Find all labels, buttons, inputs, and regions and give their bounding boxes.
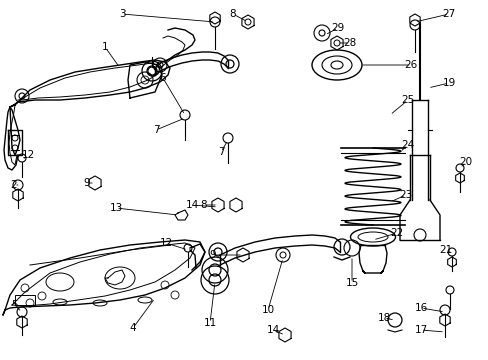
Text: 26: 26 xyxy=(404,60,417,70)
Text: 6: 6 xyxy=(160,73,166,83)
Text: 13: 13 xyxy=(109,203,122,213)
Text: 10: 10 xyxy=(261,305,274,315)
Text: 16: 16 xyxy=(413,303,427,313)
Text: 25: 25 xyxy=(401,95,414,105)
Text: 7: 7 xyxy=(217,147,224,157)
Text: 8: 8 xyxy=(200,200,207,210)
Text: 20: 20 xyxy=(459,157,471,167)
Text: 17: 17 xyxy=(413,325,427,335)
Text: 24: 24 xyxy=(401,140,414,150)
Text: 22: 22 xyxy=(389,228,403,238)
Text: 3: 3 xyxy=(119,9,125,19)
Text: 8: 8 xyxy=(229,9,236,19)
Text: 9: 9 xyxy=(83,178,90,188)
Text: 14: 14 xyxy=(185,200,198,210)
Text: 15: 15 xyxy=(345,278,358,288)
Text: 1: 1 xyxy=(102,42,108,52)
Text: 2: 2 xyxy=(11,180,17,190)
Text: 23: 23 xyxy=(399,190,412,200)
Text: 7: 7 xyxy=(152,125,159,135)
Text: 18: 18 xyxy=(377,313,390,323)
Text: 12: 12 xyxy=(159,238,172,248)
Text: 4: 4 xyxy=(129,323,136,333)
Text: 14: 14 xyxy=(266,325,279,335)
Text: 27: 27 xyxy=(442,9,455,19)
Text: 11: 11 xyxy=(203,318,216,328)
Text: 5: 5 xyxy=(11,300,17,310)
Text: 9: 9 xyxy=(209,250,216,260)
Text: 21: 21 xyxy=(439,245,452,255)
Text: 28: 28 xyxy=(343,38,356,48)
Text: 12: 12 xyxy=(21,150,35,160)
Text: 29: 29 xyxy=(331,23,344,33)
Bar xyxy=(15,295,35,305)
Text: 19: 19 xyxy=(442,78,455,88)
